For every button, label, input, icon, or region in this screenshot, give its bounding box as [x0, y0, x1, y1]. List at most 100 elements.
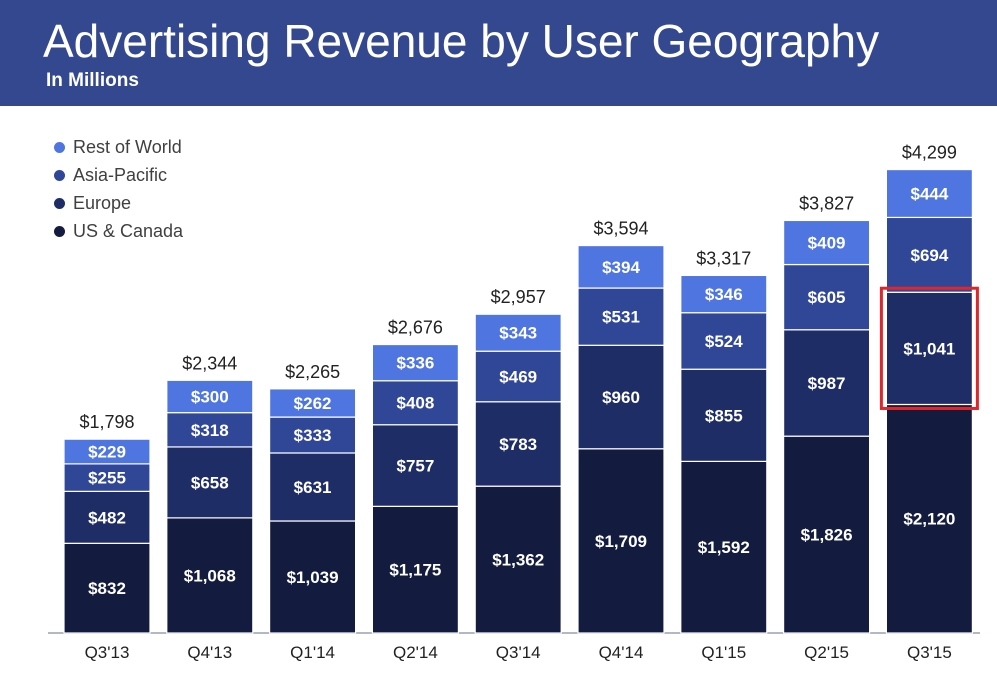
bar-segment: [166, 446, 254, 519]
x-tick-label: Q1'14: [290, 643, 335, 662]
chart-subtitle: In Millions: [46, 70, 139, 91]
bar-segment: [474, 313, 562, 352]
data-label: $2,120: [903, 510, 955, 529]
chart-header: Advertising Revenue by User Geography In…: [0, 0, 997, 106]
data-label: $524: [705, 332, 743, 351]
total-label: $1,798: [79, 412, 134, 432]
bar-segment: [269, 416, 357, 454]
data-label: $346: [705, 285, 743, 304]
data-label: $333: [294, 426, 332, 445]
bar-segment: [782, 435, 871, 634]
legend-item-asia-pacific: Asia-Pacific: [54, 164, 183, 192]
data-label: $1,175: [389, 561, 441, 580]
bar-segment: [577, 287, 665, 346]
bar-segment: [680, 368, 768, 462]
bar-segment: [474, 485, 562, 634]
bar-segment: [885, 291, 974, 406]
bar-segment: [782, 219, 871, 266]
data-label: $1,068: [184, 566, 236, 585]
bar-segment: [63, 463, 151, 492]
legend-dot-us-canada: [54, 225, 65, 237]
data-label: $832: [88, 579, 126, 598]
data-label: $987: [808, 374, 846, 393]
legend-item-europe: Europe: [54, 192, 183, 220]
legend-dot-asia-pacific: [54, 169, 65, 181]
data-label: $531: [602, 308, 640, 327]
data-label: $409: [808, 233, 846, 252]
data-label: $658: [191, 473, 229, 492]
legend-label: Asia-Pacific: [73, 165, 168, 185]
data-label: $229: [88, 443, 126, 462]
bar-segment: [680, 274, 768, 314]
total-label: $3,594: [593, 219, 648, 239]
bar-segment: [885, 403, 974, 634]
bar-segment: [680, 460, 768, 634]
bar-segment: [885, 216, 974, 293]
data-label: $855: [705, 406, 743, 425]
x-tick-label: Q3'13: [85, 643, 130, 662]
bar-segment: [166, 412, 254, 448]
data-label: $1,709: [595, 532, 647, 551]
bar-segment: [577, 244, 665, 289]
legend-dot-europe: [54, 197, 65, 209]
x-tick-label: Q4'13: [187, 643, 232, 662]
bar-segment: [63, 438, 151, 465]
bar-segment: [474, 350, 562, 403]
bar-segment: [680, 312, 768, 370]
bar-segment: [577, 448, 665, 634]
bar-segment: [782, 263, 871, 331]
x-tick-label: Q3'14: [496, 643, 541, 662]
total-label: $2,957: [491, 287, 546, 307]
total-label: $3,827: [799, 193, 854, 213]
data-label: $444: [910, 184, 948, 203]
bar-segment: [269, 388, 357, 418]
bar-segment: [166, 379, 254, 414]
x-tick-label: Q2'15: [804, 643, 849, 662]
total-label: $2,676: [388, 318, 443, 338]
data-label: $262: [294, 394, 332, 413]
bar-segment: [371, 505, 459, 634]
bar-segment: [885, 168, 974, 219]
data-label: $1,041: [903, 339, 955, 358]
data-label: $1,039: [287, 568, 339, 587]
legend-label: Rest of World: [73, 137, 182, 157]
data-label: $255: [88, 469, 126, 488]
total-label: $3,317: [696, 248, 751, 268]
data-label: $1,826: [801, 526, 853, 545]
bar-segment: [371, 343, 459, 382]
data-label: $631: [294, 478, 332, 497]
x-tick-label: Q1'15: [701, 643, 746, 662]
bar-segment: [474, 401, 562, 487]
highlight-box: [879, 286, 979, 410]
data-label: $605: [808, 288, 846, 307]
data-label: $300: [191, 387, 229, 406]
legend-item-rest-of-world: Rest of World: [54, 136, 183, 164]
legend-item-us-canada: US & Canada: [54, 220, 183, 248]
data-label: $1,592: [698, 538, 750, 557]
x-tick-label: Q3'15: [907, 643, 952, 662]
total-label: $4,299: [902, 143, 957, 163]
data-label: $757: [396, 457, 434, 476]
x-tick-label: Q4'14: [599, 643, 644, 662]
bar-segment: [371, 380, 459, 426]
data-label: $960: [602, 388, 640, 407]
data-label: $1,362: [492, 551, 544, 570]
total-label: $2,265: [285, 362, 340, 382]
bar-segment: [269, 520, 357, 634]
chart-legend: Rest of World Asia-Pacific Europe US & C…: [54, 136, 183, 248]
data-label: $783: [499, 435, 537, 454]
data-label: $318: [191, 421, 229, 440]
total-label: $2,344: [182, 353, 237, 373]
bar-segment: [269, 452, 357, 522]
legend-dot-rest-of-world: [54, 141, 65, 153]
data-label: $408: [396, 394, 434, 413]
data-label: $394: [602, 258, 640, 277]
data-label: $336: [396, 354, 434, 373]
bar-segment: [63, 542, 151, 634]
legend-label: US & Canada: [73, 221, 184, 241]
data-label: $694: [910, 246, 948, 265]
bar-segment: [577, 344, 665, 450]
data-label: $469: [499, 367, 537, 386]
data-label: $482: [88, 508, 126, 527]
